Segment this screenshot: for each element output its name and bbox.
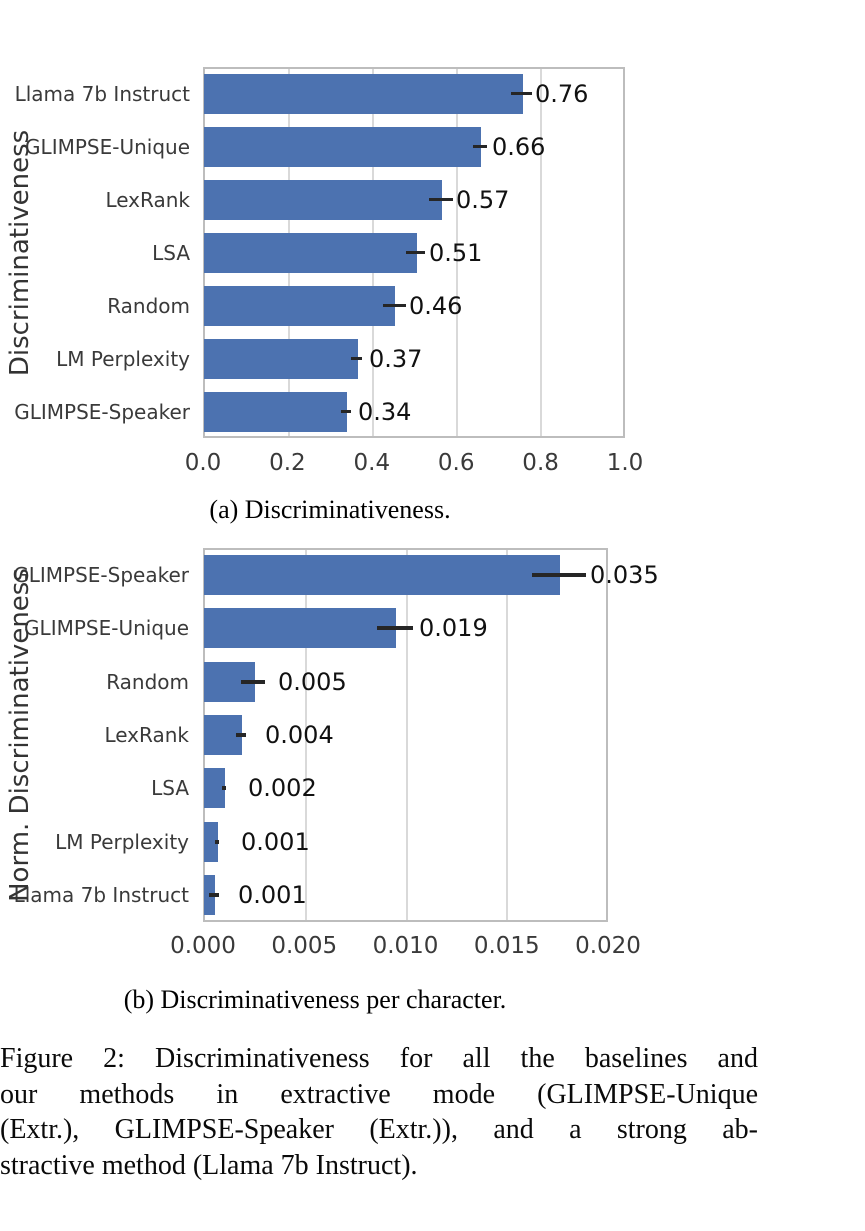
x-tick-label: 0.8 xyxy=(522,450,559,476)
error-bar xyxy=(406,251,425,254)
x-tick-label: 0.015 xyxy=(473,933,540,959)
value-label: 0.019 xyxy=(419,614,488,643)
error-bar xyxy=(236,733,246,737)
error-bar xyxy=(351,357,362,360)
figure-caption-line: (Extr.), GLIMPSE-Speaker (Extr.)), and a… xyxy=(0,1114,758,1145)
value-label: 0.035 xyxy=(590,560,659,589)
bar xyxy=(204,768,225,808)
gridline xyxy=(405,550,408,920)
bar xyxy=(204,392,347,432)
x-tick-label: 0.005 xyxy=(271,933,338,959)
x-tick-label: 0.0 xyxy=(184,450,222,476)
x-tick-label: 0.020 xyxy=(575,933,641,959)
value-label: 0.001 xyxy=(241,827,310,856)
x-tick-label: 1.0 xyxy=(606,450,644,476)
category-label: LM Perplexity xyxy=(56,346,190,371)
value-label: 0.005 xyxy=(278,667,347,696)
error-bar xyxy=(383,304,406,307)
error-bar xyxy=(532,573,586,577)
category-label: GLIMPSE-Unique xyxy=(25,134,190,159)
value-label: 0.004 xyxy=(265,721,334,749)
category-label: Llama 7b Instruct xyxy=(14,81,190,106)
category-label: GLIMPSE-Speaker xyxy=(14,399,190,424)
y-axis-label: Discriminativeness xyxy=(5,129,35,376)
bar xyxy=(204,608,396,648)
value-label: 0.37 xyxy=(369,344,423,373)
x-tick-label: 0.6 xyxy=(437,450,475,476)
category-label: Random xyxy=(107,293,190,318)
error-bar xyxy=(377,626,413,630)
category-label: LM Perplexity xyxy=(55,829,189,854)
error-bar xyxy=(511,92,532,95)
x-tick-label: 0.2 xyxy=(269,450,306,476)
bar xyxy=(204,233,417,273)
gridline xyxy=(506,550,509,920)
value-label: 0.76 xyxy=(535,79,589,108)
x-tick-label: 0.000 xyxy=(170,933,236,959)
x-tick-label: 0.010 xyxy=(372,933,439,959)
gridline xyxy=(540,69,542,436)
subcaption-b: (b) Discriminativeness per character. xyxy=(123,985,507,1014)
value-label: 0.34 xyxy=(358,397,412,426)
gridline xyxy=(456,69,458,436)
category-label: Random xyxy=(106,669,189,694)
category-label: Llama 7b Instruct xyxy=(13,883,189,908)
category-label: LexRank xyxy=(104,723,189,747)
category-label: GLIMPSE-Speaker xyxy=(13,562,189,587)
bar xyxy=(204,555,560,595)
bar xyxy=(204,127,481,167)
category-label: LSA xyxy=(151,776,189,801)
bar xyxy=(204,339,358,379)
error-bar xyxy=(341,410,351,413)
bar xyxy=(204,286,395,326)
figure-caption-line: our methods in extractive mode (GLIMPSE-… xyxy=(0,1078,758,1110)
value-label: 0.57 xyxy=(456,185,510,214)
error-bar xyxy=(429,198,453,201)
subcaption-a: (a) Discriminativeness. xyxy=(209,495,451,524)
figure-caption-line: Figure 2: Discriminativeness for all the… xyxy=(0,1043,758,1074)
gridline xyxy=(304,550,307,920)
bar xyxy=(204,715,242,755)
error-bar xyxy=(241,680,265,684)
figure-caption-line: stractive method (Llama 7b Instruct). xyxy=(0,1149,418,1181)
value-label: 0.001 xyxy=(238,881,307,910)
value-label: 0.002 xyxy=(248,774,317,803)
figure-caption: Figure 2: Discriminativeness for all the… xyxy=(0,1041,758,1183)
bar xyxy=(204,822,218,862)
value-label: 0.46 xyxy=(409,291,463,320)
category-label: LSA xyxy=(152,240,190,265)
bar xyxy=(204,180,442,220)
error-bar xyxy=(222,786,226,790)
y-axis-label: Norm. Discriminativeness xyxy=(5,568,35,902)
bar xyxy=(204,74,523,114)
plot-area xyxy=(203,548,608,922)
value-label: 0.66 xyxy=(492,132,546,161)
value-label: 0.51 xyxy=(429,238,483,267)
category-label: LexRank xyxy=(105,187,190,212)
x-tick-label: 0.4 xyxy=(353,450,391,476)
category-label: GLIMPSE-Unique xyxy=(24,616,189,641)
error-bar xyxy=(215,840,219,844)
error-bar xyxy=(473,145,487,148)
error-bar xyxy=(209,893,219,897)
